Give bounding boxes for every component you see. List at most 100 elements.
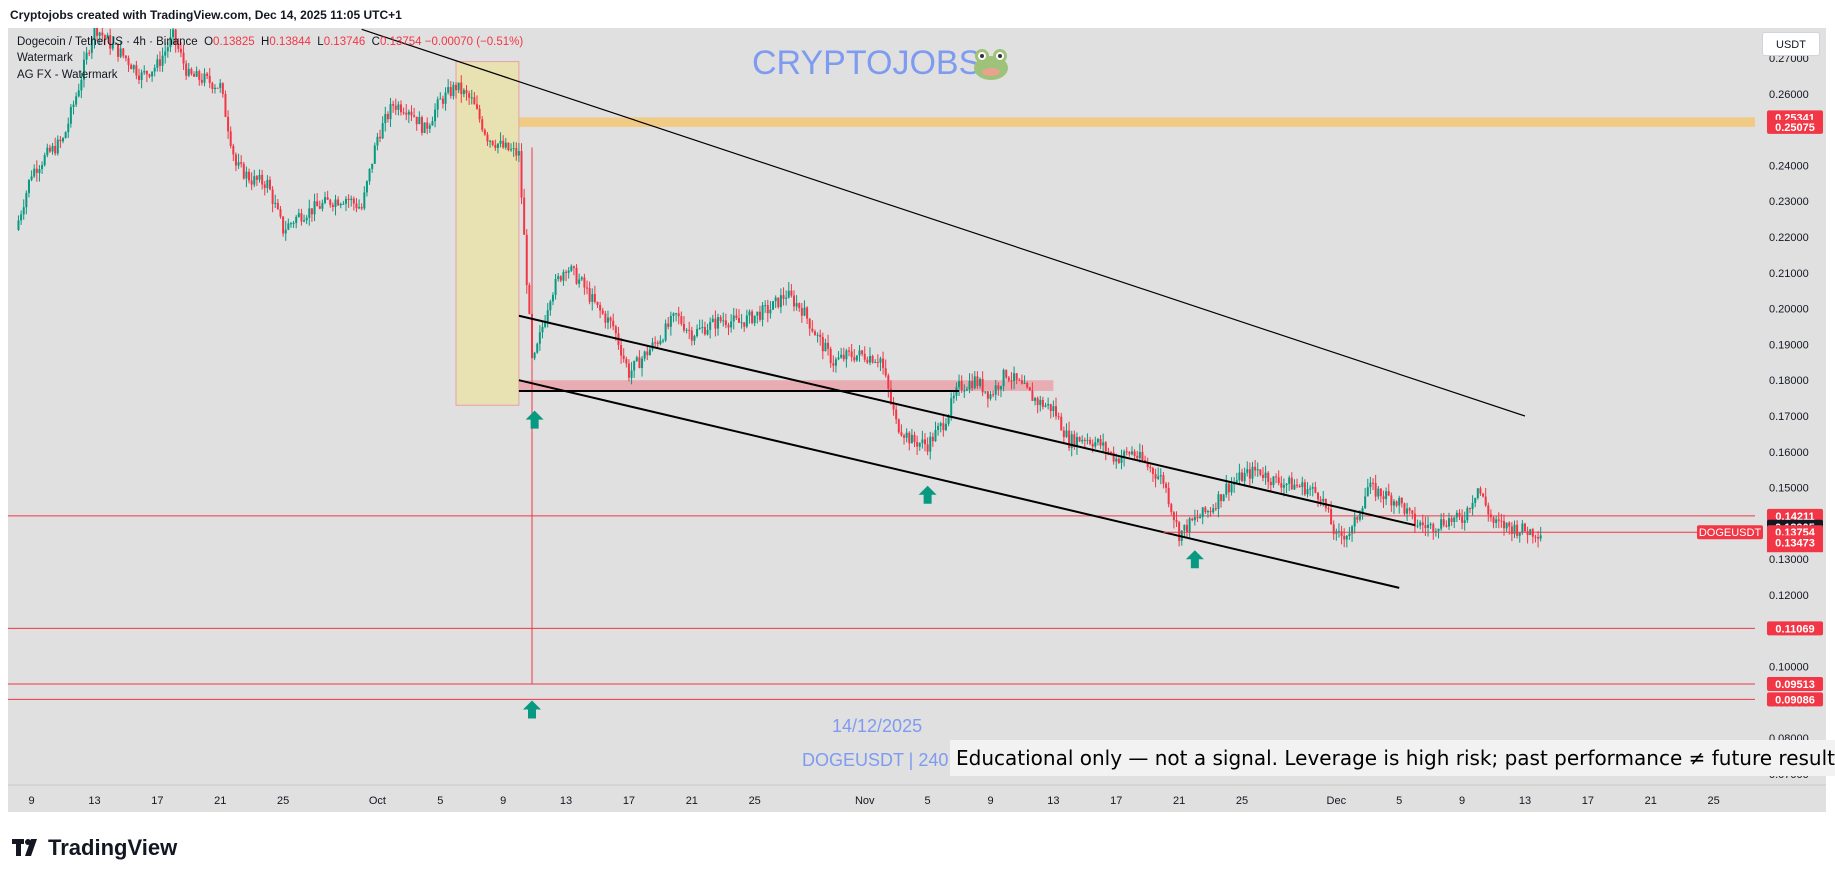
candle-body <box>261 174 264 185</box>
candle-body <box>386 113 389 120</box>
candle-body <box>531 313 533 359</box>
candle-body <box>138 75 140 80</box>
candle-body <box>947 415 950 424</box>
candle-body <box>853 357 856 361</box>
candle-body <box>363 192 366 209</box>
price-label-bg <box>1767 508 1823 523</box>
x-tick-label: 17 <box>1110 795 1122 807</box>
open-label: O <box>204 36 214 48</box>
candle-body <box>344 198 347 204</box>
candle-body <box>1141 451 1144 461</box>
candle-body <box>643 351 646 359</box>
candle-body <box>724 320 727 326</box>
candle-body <box>1440 519 1443 529</box>
candle-body <box>1007 377 1010 381</box>
candle-body <box>690 330 693 341</box>
candle-body <box>782 295 785 299</box>
candle-body <box>279 209 282 217</box>
tradingview-logo-text: TradingView <box>48 835 178 860</box>
candle-body <box>392 104 395 106</box>
indicator-agfx-watermark[interactable]: AG FX - Watermark <box>17 69 118 81</box>
price-label-bg <box>1767 692 1823 707</box>
candle-body <box>745 315 748 327</box>
candle-body <box>250 180 253 185</box>
candle-body <box>620 344 623 356</box>
chart-frame[interactable]: 0.270000.260000.250000.240000.230000.220… <box>8 28 1826 812</box>
candle-body <box>1243 472 1246 482</box>
x-tick-label: 21 <box>686 795 698 807</box>
candle-body <box>54 145 57 154</box>
candle-body <box>562 271 565 281</box>
candle-body <box>255 176 258 180</box>
candle-body <box>316 201 319 207</box>
candle-body <box>1123 451 1126 458</box>
tradingview-logo[interactable]: TradingView <box>12 835 177 861</box>
candle-body <box>499 140 502 144</box>
candle-body <box>1115 458 1118 462</box>
candle-body <box>478 108 481 120</box>
candle-body <box>717 317 720 329</box>
candle-body <box>444 92 447 104</box>
candle-body <box>418 117 421 125</box>
candle-body <box>756 311 759 316</box>
candle-body <box>1395 501 1398 506</box>
candle-body <box>355 203 358 209</box>
candle-body <box>1455 512 1458 518</box>
candle-body <box>887 375 890 389</box>
candle-body <box>447 87 450 93</box>
candle-body <box>237 162 240 166</box>
candle-body <box>221 83 224 95</box>
candle-body <box>1023 383 1026 385</box>
candle-body <box>1191 518 1194 521</box>
candle-body <box>703 327 706 335</box>
candle-body <box>310 208 313 215</box>
candle-body <box>1416 525 1419 527</box>
frog-icon <box>974 49 1008 80</box>
y-tick-label: 0.15000 <box>1769 483 1809 495</box>
y-tick-label: 0.21000 <box>1769 268 1809 280</box>
candle-body <box>929 436 932 452</box>
x-tick-label: 13 <box>1519 795 1531 807</box>
candle-body <box>1259 469 1262 475</box>
candle-body <box>1020 380 1023 384</box>
candle-body <box>586 287 589 289</box>
candle-body <box>601 310 604 314</box>
price-chart[interactable]: 0.270000.260000.250000.240000.230000.220… <box>8 28 1826 812</box>
candle-body <box>994 385 997 395</box>
candle-body <box>1453 517 1456 522</box>
candle-body <box>680 316 683 324</box>
indicator-watermark[interactable]: Watermark <box>17 52 73 64</box>
candle-body <box>20 214 23 221</box>
candle-body <box>1220 494 1223 502</box>
symbol-name[interactable]: Dogecoin / TetherUS · 4h · Binance <box>17 36 198 48</box>
candle-body <box>604 313 607 323</box>
candle-body <box>85 52 88 60</box>
candle-body <box>1026 383 1029 388</box>
low-value: 0.13746 <box>323 36 366 48</box>
currency-button[interactable]: USDT <box>1762 32 1820 56</box>
candle-body <box>512 148 515 150</box>
candle-body <box>793 295 795 307</box>
candle-body <box>937 425 940 430</box>
candle-body <box>840 354 843 358</box>
candle-body <box>845 350 848 360</box>
price-label: 0.09513 <box>1775 679 1815 691</box>
candle-body <box>984 391 987 393</box>
candle-body <box>1099 439 1102 446</box>
candle-body <box>75 96 78 105</box>
symbol-legend[interactable]: Dogecoin / TetherUS · 4h · Binance O 0.13… <box>17 36 523 48</box>
candle-body <box>177 43 180 49</box>
candle-body <box>69 106 72 124</box>
candle-body <box>1086 439 1089 441</box>
candle-body <box>1246 469 1249 473</box>
candle-body <box>156 59 159 68</box>
candle-body <box>903 435 906 438</box>
candle-body <box>1133 451 1136 456</box>
candle-body <box>1306 489 1309 495</box>
candle-body <box>1400 497 1403 504</box>
candle-body <box>305 217 308 221</box>
candle-body <box>1534 536 1537 538</box>
high-label: H <box>261 36 270 48</box>
candle-body <box>627 363 630 378</box>
candle-body <box>1183 524 1186 531</box>
